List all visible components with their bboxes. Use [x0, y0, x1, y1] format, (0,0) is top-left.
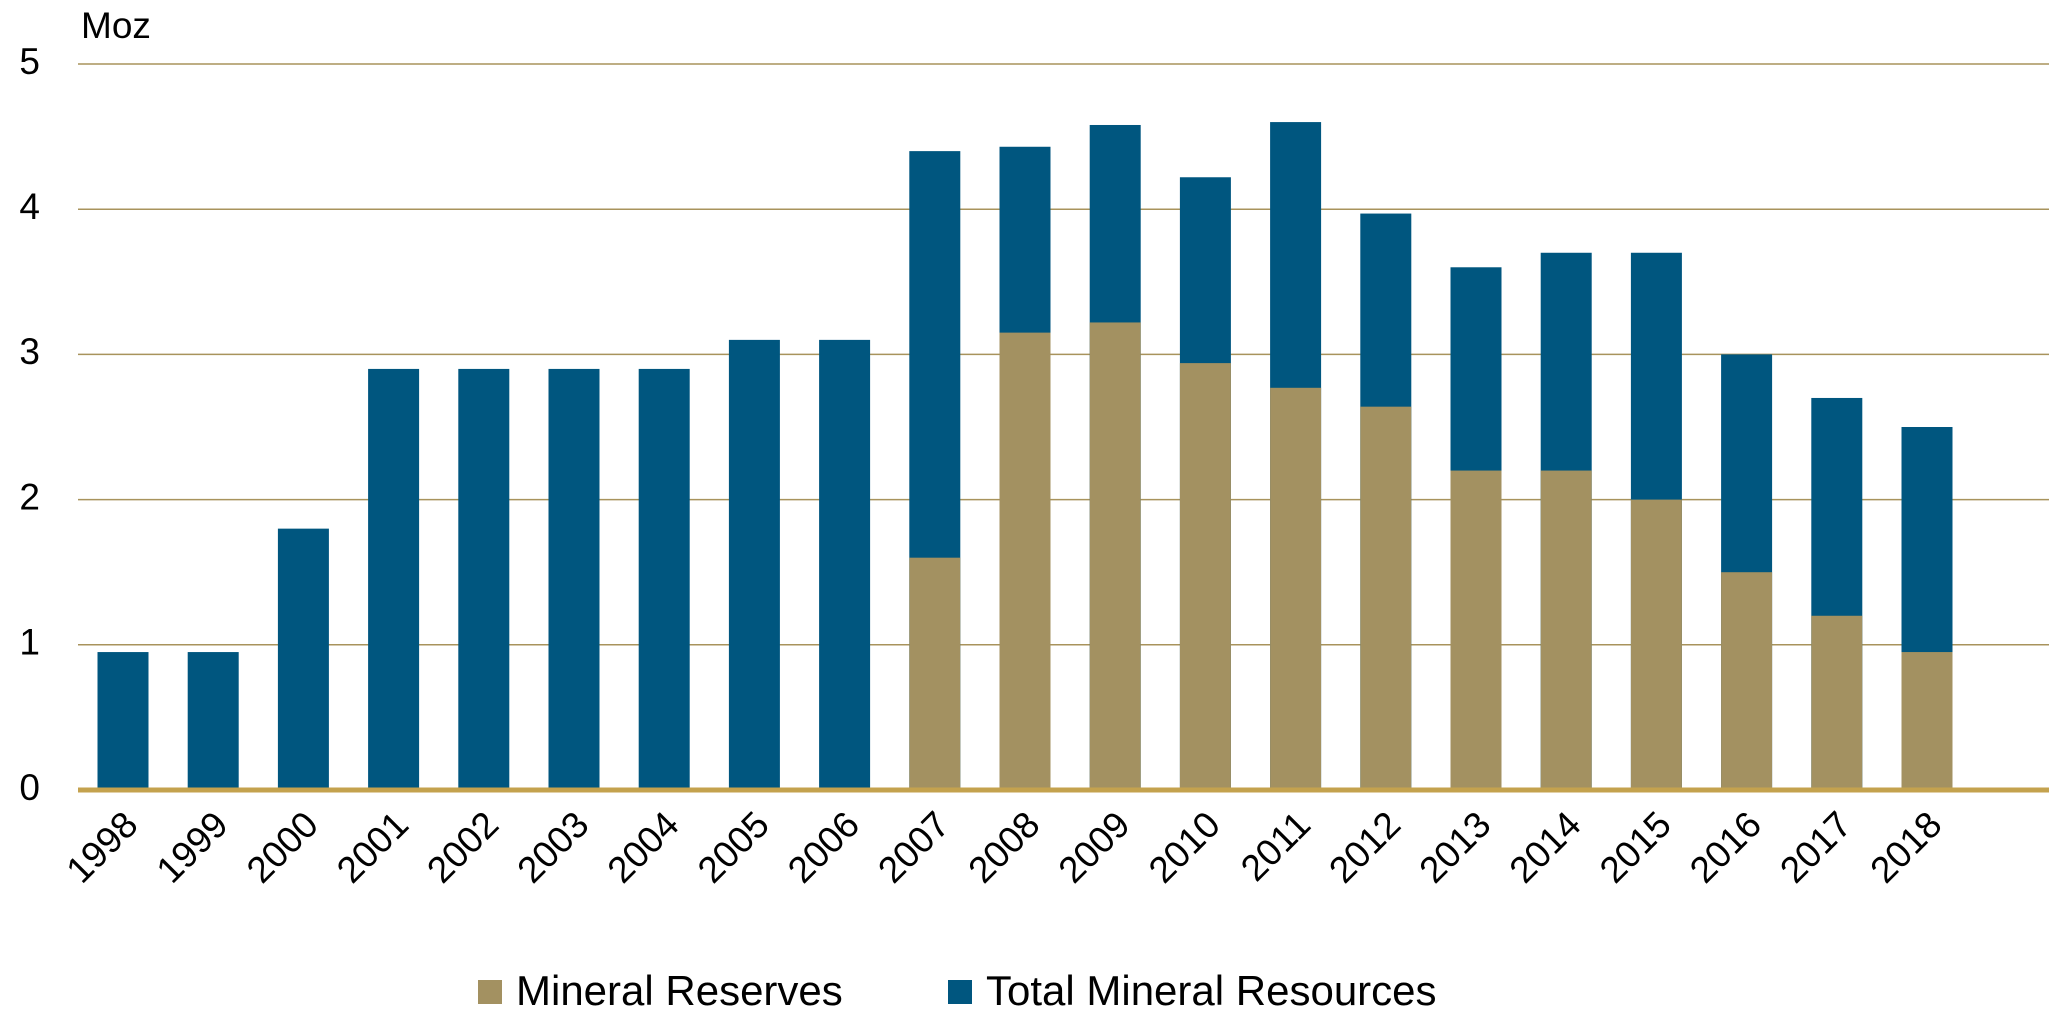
x-tick-label: 1998 [58, 804, 145, 891]
bar [1811, 615, 1863, 790]
x-tick-label: 2011 [1233, 804, 1318, 889]
bar [728, 339, 780, 790]
x-tick-label: 2016 [1682, 804, 1769, 891]
bar [458, 368, 510, 790]
x-tick-label: 2003 [509, 804, 596, 891]
x-tick-label: 2002 [419, 804, 506, 891]
bar [909, 557, 961, 790]
bar [638, 368, 690, 790]
x-tick-label: 2004 [600, 804, 687, 891]
x-tick-label: 2005 [690, 804, 777, 891]
x-tick-label: 2017 [1772, 804, 1859, 891]
x-tick-label: 2010 [1141, 804, 1228, 891]
bar [97, 652, 149, 790]
bar [1450, 470, 1502, 790]
bar [819, 339, 871, 790]
bar [1270, 387, 1322, 790]
x-tick-label: 2015 [1592, 804, 1679, 891]
x-tick-label: 2006 [780, 804, 867, 891]
bar [1540, 470, 1592, 790]
bar [1721, 572, 1773, 790]
x-tick-label: 2001 [329, 804, 416, 891]
legend-swatch [948, 980, 972, 1004]
legend-label: Total Mineral Resources [986, 967, 1437, 1013]
y-tick-label: 1 [19, 622, 40, 663]
x-tick-label: 2013 [1411, 804, 1498, 891]
bar [187, 652, 239, 790]
y-axis-label: Moz [81, 5, 151, 46]
x-tick-label: 2009 [1051, 804, 1138, 891]
y-tick-label: 0 [19, 767, 40, 808]
x-tick-label: 2012 [1321, 804, 1408, 891]
y-tick-label: 5 [19, 41, 40, 82]
bar [1360, 406, 1412, 790]
x-tick-label: 2000 [239, 804, 326, 891]
bar [277, 528, 329, 790]
bar [1901, 652, 1953, 790]
legend-swatch [478, 980, 502, 1004]
y-tick-label: 3 [19, 331, 40, 372]
x-tick-label: 2014 [1502, 804, 1589, 891]
bar [1630, 499, 1682, 790]
bar [1179, 363, 1231, 790]
legend-label: Mineral Reserves [516, 967, 843, 1013]
bar [1089, 322, 1141, 790]
y-tick-label: 4 [19, 186, 40, 227]
bar [548, 368, 600, 790]
bar [368, 368, 420, 790]
y-tick-label: 2 [19, 476, 40, 517]
x-tick-label: 2018 [1862, 804, 1949, 891]
bar [999, 332, 1051, 790]
x-tick-label: 2008 [960, 804, 1047, 891]
x-tick-label: 1999 [149, 804, 236, 891]
x-tick-label: 2007 [870, 804, 957, 891]
